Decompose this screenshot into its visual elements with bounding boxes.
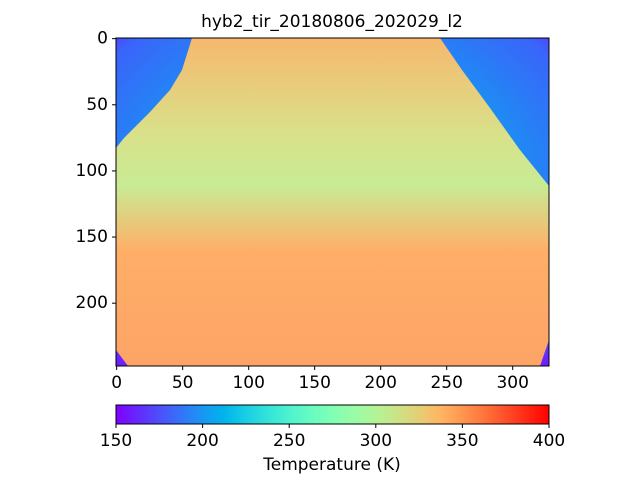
colorbar-tick-label: 300 <box>360 431 392 451</box>
colorbar-tick-label: 250 <box>273 431 305 451</box>
y-tick-label: 200 <box>76 293 108 313</box>
x-tick-label: 150 <box>298 373 330 393</box>
x-tick-label: 200 <box>364 373 396 393</box>
x-tick-label: 0 <box>111 373 122 393</box>
image <box>116 38 549 366</box>
y-tick-label: 100 <box>76 161 108 181</box>
axes-frame <box>115 37 550 367</box>
colorbar-tick-label: 150 <box>100 431 132 451</box>
y-tick-label: 50 <box>86 95 108 115</box>
colorbar-tick-label: 350 <box>446 431 478 451</box>
y-tick-label: 150 <box>76 227 108 247</box>
y-tick-label: 0 <box>97 29 108 49</box>
x-tick-label: 50 <box>172 373 194 393</box>
x-tick-label: 300 <box>496 373 528 393</box>
colorbar-tick-label: 400 <box>533 431 565 451</box>
x-tick-label: 100 <box>232 373 264 393</box>
chart-title: hyb2_tir_20180806_202029_l2 <box>201 12 463 32</box>
colorbar-label: Temperature (K) <box>262 455 401 475</box>
asteroid-surface <box>116 38 549 366</box>
colorbar <box>115 404 550 425</box>
x-tick-label: 250 <box>430 373 462 393</box>
colorbar-tick-label: 200 <box>186 431 218 451</box>
